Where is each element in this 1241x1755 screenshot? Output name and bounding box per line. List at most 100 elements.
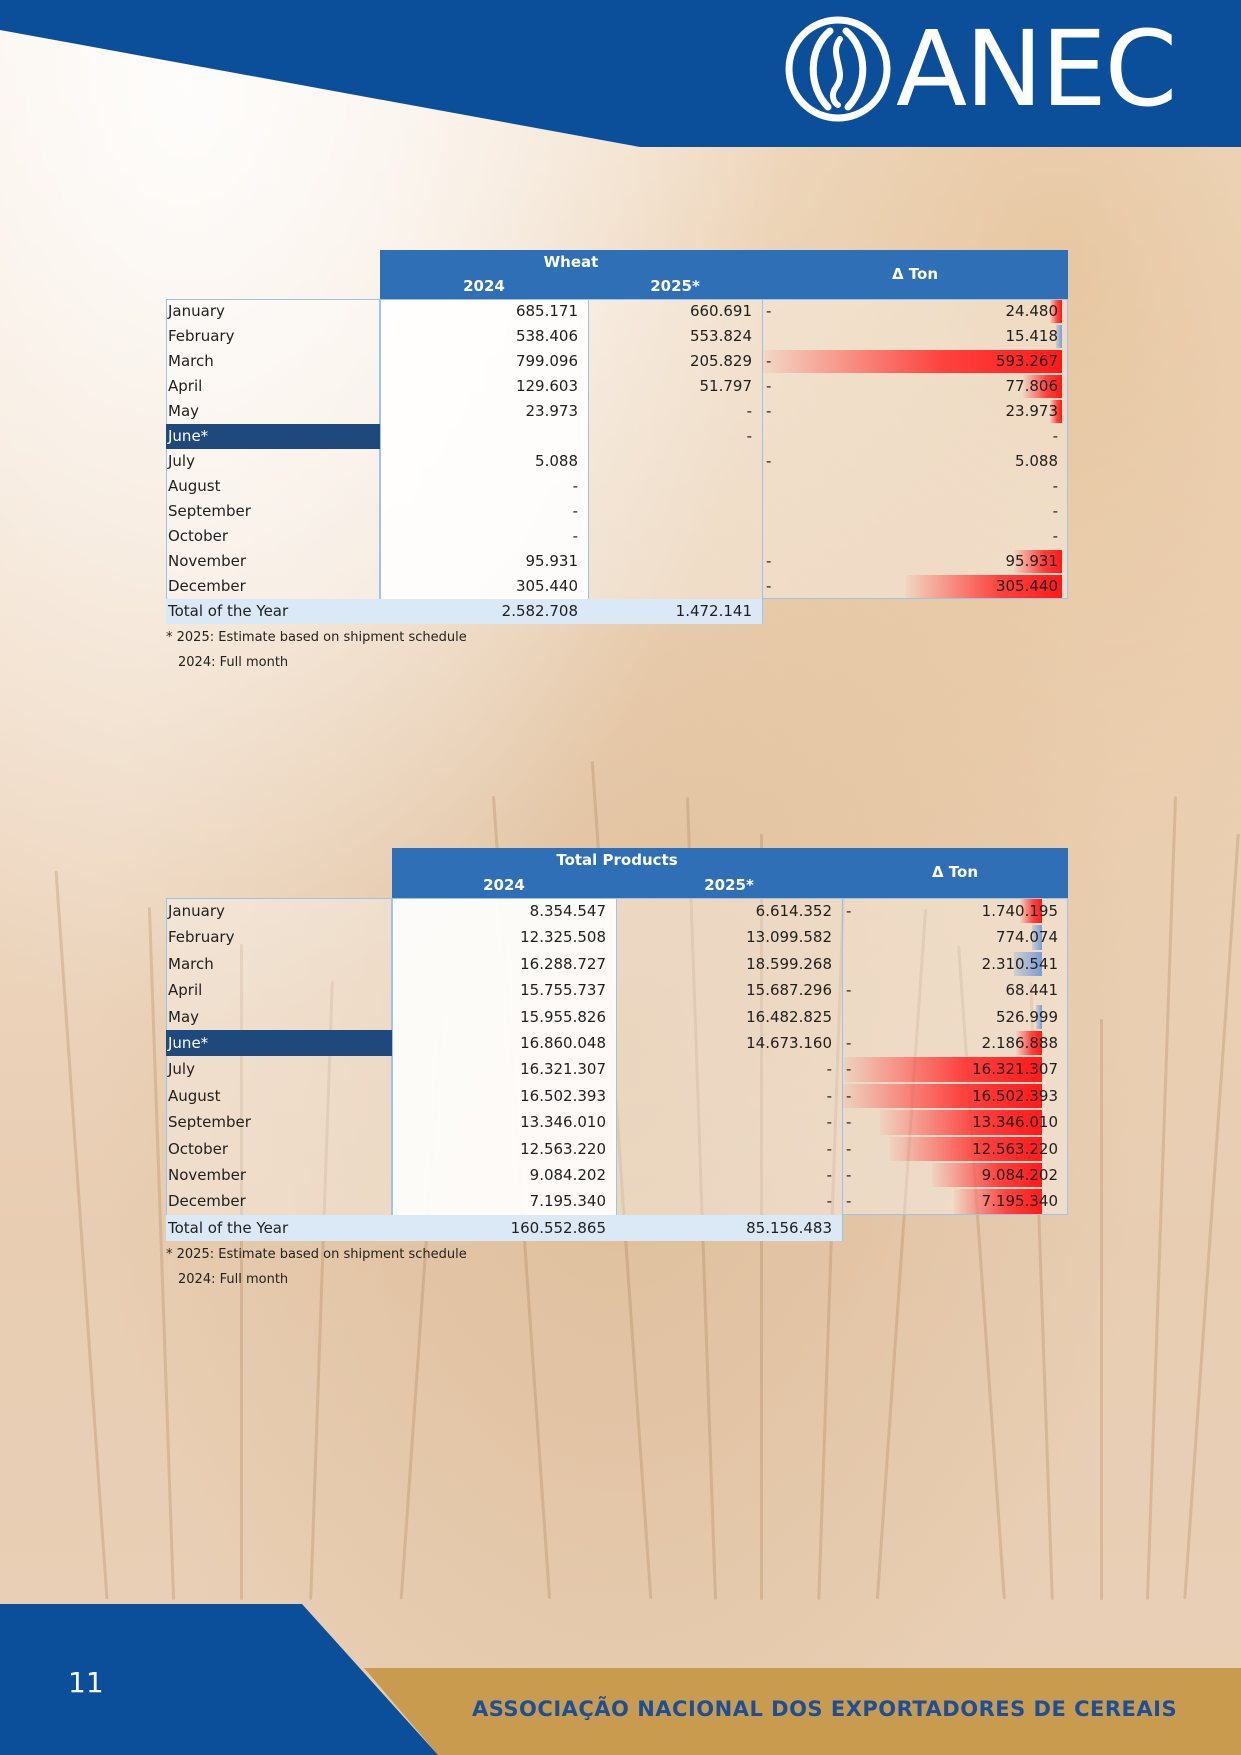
delta-sign: - <box>846 902 852 920</box>
delta-value: - <box>1052 527 1058 545</box>
table-row: September 13.346.010 - - 13.346.010 <box>166 1109 1068 1135</box>
month-label: December <box>168 1192 246 1211</box>
value-2024: 16.860.048 <box>520 1034 606 1052</box>
table-row: May 23.973 - - 23.973 <box>166 399 1068 424</box>
table-row: April 129.603 51.797- 77.806 <box>166 374 1068 399</box>
table-row: February 12.325.508 13.099.582 774.074 <box>166 924 1068 950</box>
table-row: August - - <box>166 474 1068 499</box>
delta-value: 5.088 <box>1015 452 1058 470</box>
value-2024: 9.084.202 <box>529 1166 606 1184</box>
value-2025: - <box>826 1192 832 1211</box>
month-label: July <box>168 1060 195 1079</box>
total-row: Total of the Year 160.552.865 85.156.483 <box>166 1214 842 1242</box>
month-label: December <box>168 577 246 595</box>
table-row: July 16.321.307 - - 16.321.307 <box>166 1056 1068 1082</box>
delta-sign <box>766 524 778 549</box>
delta-sign: - <box>766 402 772 420</box>
column-header-delta: Δ Ton <box>931 863 979 881</box>
delta-value: 526.999 <box>995 1007 1058 1026</box>
column-2025-box <box>616 898 843 1242</box>
value-2025 <box>588 474 752 499</box>
delta-sign: - <box>846 1034 852 1052</box>
value-2025: 553.824 <box>689 327 752 345</box>
month-label: January <box>168 302 225 320</box>
delta-bar <box>890 1136 1042 1161</box>
table-row: April 15.755.737 15.687.296- 68.441 <box>166 977 1068 1003</box>
column-delta-box <box>842 898 1068 1215</box>
total-label: Total of the Year <box>168 602 289 620</box>
table-row: May 15.955.826 16.482.825 526.999 <box>166 1004 1068 1030</box>
column-header-2025: 2025* <box>704 876 754 894</box>
table-row: June* 16.860.048 14.673.160- 2.186.888 <box>166 1030 1068 1057</box>
table-row: June* - - <box>166 424 1068 449</box>
footnote-full-month: 2024: Full month <box>178 655 289 670</box>
value-2025: - <box>826 1139 832 1158</box>
month-label: June* <box>166 1030 392 1057</box>
delta-bar <box>1050 300 1062 323</box>
delta-value: 593.267 <box>995 352 1058 370</box>
delta-sign: - <box>766 352 772 370</box>
month-column <box>166 898 392 1242</box>
delta-value: 77.806 <box>1005 377 1059 395</box>
delta-value: 95.931 <box>1005 552 1059 570</box>
table-header-delta <box>762 250 1068 299</box>
month-label: April <box>168 377 203 395</box>
delta-value: - <box>1052 502 1058 520</box>
total-2025: 1.472.141 <box>675 602 752 620</box>
month-label: June* <box>166 424 380 449</box>
delta-sign <box>766 324 778 349</box>
value-2024: 305.440 <box>515 577 578 595</box>
value-2024: 15.755.737 <box>520 981 606 1000</box>
month-label: January <box>168 902 225 920</box>
month-label: October <box>168 1139 229 1158</box>
value-2024: 8.354.547 <box>529 902 606 920</box>
delta-value: 1.740.195 <box>981 902 1058 920</box>
value-2025: - <box>826 1086 832 1105</box>
delta-bar <box>1016 1031 1042 1056</box>
delta-bar <box>1050 400 1062 423</box>
delta-bar <box>762 350 1062 373</box>
month-label: March <box>168 352 214 370</box>
month-label: July <box>168 452 195 470</box>
month-label: August <box>168 477 221 495</box>
table-row: November 95.931 - 95.931 <box>166 549 1068 574</box>
value-2024: 13.346.010 <box>520 1113 606 1132</box>
delta-sign: - <box>846 1086 852 1105</box>
column-2024-box <box>380 299 589 624</box>
delta-value: 13.346.010 <box>972 1113 1058 1132</box>
table-row: October 12.563.220 - - 12.563.220 <box>166 1136 1068 1162</box>
delta-value: 23.973 <box>1005 402 1059 420</box>
delta-sign: - <box>846 1139 852 1158</box>
delta-sign: - <box>766 302 772 320</box>
wheat-table: Wheat 2024 2025* Δ Ton January 685.171 660.691… <box>166 250 1068 670</box>
delta-value: 16.321.307 <box>972 1060 1058 1079</box>
delta-bar <box>1014 951 1042 977</box>
delta-value: 68.441 <box>1005 981 1059 1000</box>
delta-bar <box>1014 550 1062 573</box>
value-2024: 16.288.727 <box>520 954 606 973</box>
month-label: August <box>168 1086 221 1105</box>
month-label: November <box>168 1166 247 1184</box>
delta-value: - <box>1052 477 1058 495</box>
value-2024: 12.325.508 <box>520 928 606 947</box>
value-2025 <box>588 549 752 574</box>
footnote-estimate: * 2025: Estimate based on shipment sched… <box>166 1247 467 1263</box>
value-2024: 7.195.340 <box>529 1192 606 1211</box>
column-delta-box <box>762 299 1068 599</box>
table-row: January 685.171 660.691- 24.480 <box>166 299 1068 324</box>
value-2025: - <box>746 402 752 420</box>
total-row: Total of the Year 2.582.708 1.472.141 <box>166 599 762 624</box>
value-2024: 95.931 <box>525 552 579 570</box>
delta-bar <box>954 1189 1042 1214</box>
table-row: December 305.440 - 305.440 <box>166 574 1068 599</box>
anec-logo-icon <box>785 16 891 122</box>
value-2025: 660.691 <box>689 302 752 320</box>
delta-bar <box>1023 375 1062 398</box>
table-header-delta <box>842 848 1068 898</box>
column-2025-box <box>588 299 763 624</box>
delta-sign <box>766 499 778 524</box>
table-header-years <box>392 848 842 898</box>
delta-value: 7.195.340 <box>981 1192 1058 1211</box>
delta-sign <box>846 924 858 950</box>
delta-value: - <box>1052 427 1058 445</box>
